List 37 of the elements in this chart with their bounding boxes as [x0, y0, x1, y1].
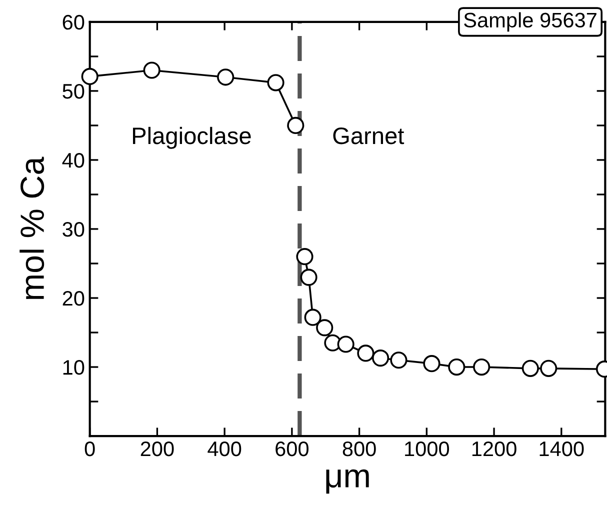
- x-axis-title: μm: [326, 469, 369, 494]
- point: [540, 360, 558, 377]
- point: [473, 358, 490, 376]
- point: [337, 336, 354, 353]
- point: [357, 344, 374, 362]
- y-tick-label: 20: [62, 291, 84, 306]
- y-tick-label: 30: [62, 222, 84, 237]
- x-tick-label: 1000: [405, 441, 450, 456]
- point: [522, 360, 539, 377]
- point: [304, 308, 322, 326]
- x-tick-label: 600: [276, 441, 308, 456]
- y-axis-title: mol % Ca: [20, 156, 44, 300]
- point: [143, 62, 160, 79]
- x-tick-label: 1200: [472, 441, 516, 456]
- point: [300, 268, 318, 286]
- point: [372, 350, 390, 367]
- point: [316, 319, 334, 336]
- point: [267, 74, 284, 92]
- x-tick-label: 200: [140, 441, 174, 456]
- point: [390, 352, 408, 369]
- x-tick-label: 800: [342, 441, 376, 456]
- annotation: Plagioclase: [133, 126, 251, 149]
- point: [296, 248, 314, 266]
- y-tick-label: 10: [63, 360, 84, 375]
- y-tick-label: 50: [62, 84, 84, 99]
- annotation: Garnet: [333, 128, 404, 144]
- point: [217, 68, 234, 86]
- y-tick-label: 40: [62, 152, 84, 168]
- x-tick-label: 0: [84, 441, 95, 456]
- x-tick-label: 400: [208, 441, 242, 456]
- annotation: Sample 95637: [464, 12, 596, 32]
- point: [287, 116, 304, 134]
- y-tick-label: 60: [62, 14, 84, 30]
- point: [448, 358, 466, 376]
- x-tick-label: 1400: [540, 441, 584, 456]
- point: [81, 68, 98, 85]
- point: [423, 355, 440, 372]
